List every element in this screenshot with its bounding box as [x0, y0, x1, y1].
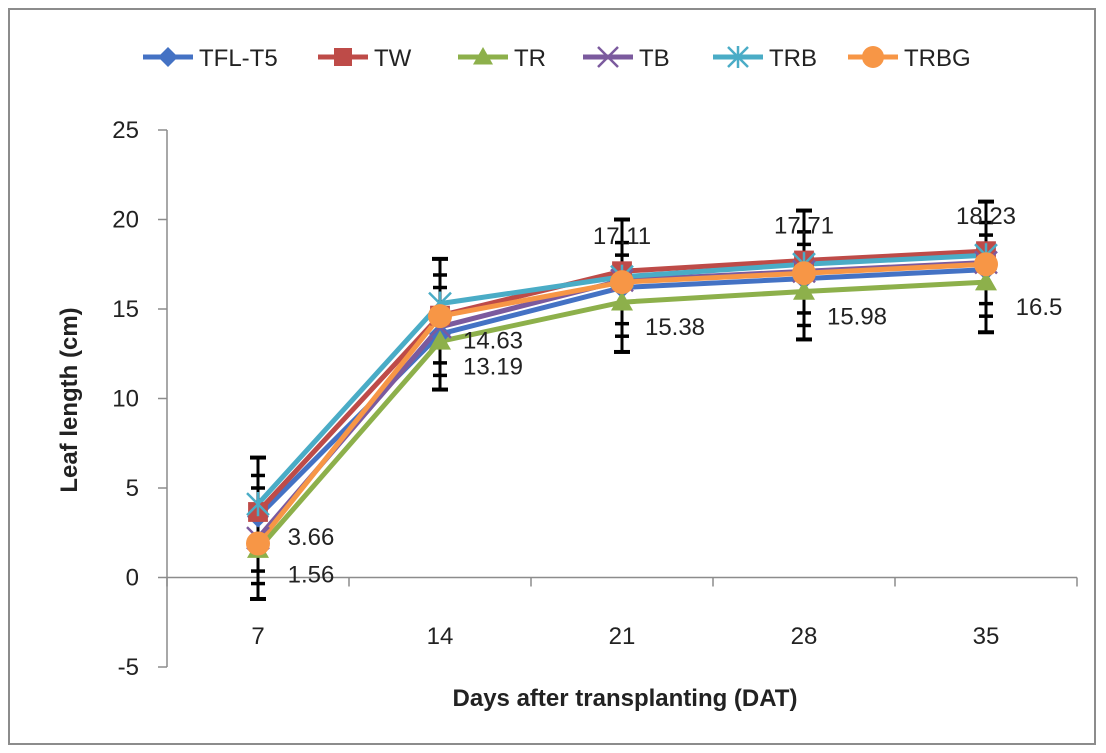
data-label: 3.66 [288, 524, 335, 551]
data-label: 15.98 [827, 303, 887, 330]
legend-item-trbg: TRBG [848, 45, 971, 72]
marker-circle [610, 270, 634, 295]
y-tick-label: 15 [112, 296, 139, 323]
chart-frame [8, 8, 1096, 745]
legend-item-tr: TR [458, 45, 546, 72]
y-axis-title: Leaf length (cm) [56, 307, 83, 492]
legend-label: TB [639, 45, 670, 72]
x-tick-label: 35 [973, 623, 1000, 650]
legend-label: TR [514, 45, 546, 72]
data-label: 14.63 [463, 328, 523, 355]
x-tick-label: 21 [609, 623, 636, 650]
marker-circle [428, 304, 452, 329]
x-tick-label: 7 [251, 623, 264, 650]
marker-triangle [975, 271, 997, 291]
marker-x [597, 46, 619, 68]
axes: -5 0 5 10 15 20 25 7 14 21 28 35 [112, 117, 1078, 681]
marker-triangle [793, 280, 815, 300]
marker-triangle [429, 330, 451, 350]
legend-item-tw: TW [318, 45, 412, 72]
marker-triangle [611, 291, 633, 311]
data-label: 1.56 [288, 562, 335, 589]
x-tick-label: 28 [791, 623, 818, 650]
legend: TFL-T5 TW TR TB TRB TRBG [143, 45, 971, 72]
marker-circle [974, 252, 998, 277]
legend-item-tfl-t5: TFL-T5 [143, 45, 278, 72]
legend-label: TRB [769, 45, 817, 72]
data-label: 16.5 [1016, 294, 1063, 321]
x-tick-label: 14 [427, 623, 454, 650]
x-axis-title: Days after transplanting (DAT) [453, 685, 798, 712]
marker-diamond [158, 47, 178, 67]
legend-item-trb: TRB [713, 45, 817, 72]
marker-square [334, 48, 352, 66]
marker-triangle [473, 47, 493, 65]
legend-label: TRBG [904, 45, 971, 72]
y-tick-label: 0 [126, 565, 139, 592]
data-label: 17.71 [774, 212, 834, 239]
marker-circle [862, 46, 884, 68]
series-markers [246, 241, 998, 558]
y-tick-label: -5 [118, 654, 139, 681]
legend-item-tb: TB [583, 45, 670, 72]
marker-circle [792, 261, 816, 286]
y-tick-label: 25 [112, 117, 139, 144]
data-label: 15.38 [645, 314, 705, 341]
y-tick-label: 5 [126, 475, 139, 502]
y-tick-label: 10 [112, 386, 139, 413]
data-label: 17.11 [593, 223, 651, 250]
legend-label: TW [374, 45, 412, 72]
legend-label: TFL-T5 [199, 45, 278, 72]
marker-circle [246, 531, 270, 556]
data-label: 13.19 [463, 353, 523, 380]
y-tick-label: 20 [112, 207, 139, 234]
data-label: 18.23 [956, 203, 1016, 230]
